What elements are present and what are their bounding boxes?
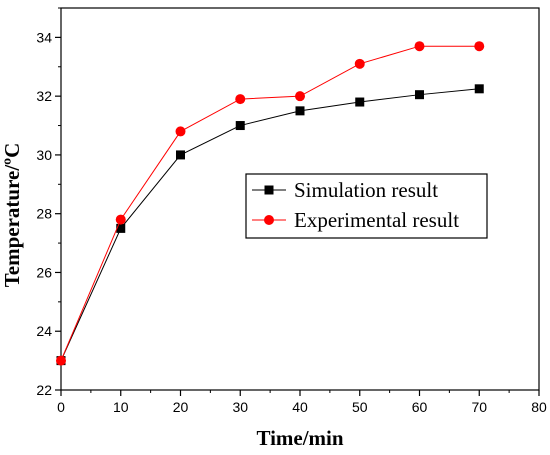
x-tick-label: 50 <box>352 399 368 415</box>
data-point <box>355 97 365 107</box>
data-point <box>175 126 186 137</box>
legend-marker <box>264 185 274 195</box>
legend-marker <box>264 215 274 225</box>
data-point <box>474 84 484 94</box>
data-point <box>295 106 305 116</box>
y-tick-label: 26 <box>36 264 52 280</box>
legend: Simulation result Experimental result <box>245 173 488 239</box>
x-tick-label: 30 <box>232 399 248 415</box>
data-point <box>414 41 425 52</box>
data-point <box>235 94 246 105</box>
data-point <box>115 214 126 225</box>
x-axis-title: Time/min <box>256 426 343 450</box>
legend-label: Experimental result <box>294 208 459 232</box>
y-tick-label: 28 <box>36 206 52 222</box>
data-point <box>295 91 305 102</box>
y-tick-label: 24 <box>36 323 52 339</box>
series-experimental <box>56 41 485 366</box>
legend-box <box>245 173 488 239</box>
y-tick-label: 22 <box>36 382 52 398</box>
series-line <box>60 88 480 361</box>
y-axis-title: Temperature/ºC <box>0 143 24 288</box>
x-tick-label: 40 <box>292 399 308 415</box>
data-point <box>474 41 485 52</box>
series-layer <box>56 41 485 366</box>
x-tick-label: 70 <box>471 399 487 415</box>
legend-entry: Experimental result <box>252 208 459 232</box>
x-tick-label: 60 <box>412 399 428 415</box>
data-point <box>176 150 185 160</box>
x-tick-label: 10 <box>113 399 129 415</box>
data-point <box>354 58 365 69</box>
y-tick-label: 32 <box>36 88 52 104</box>
legend-label: Simulation result <box>294 178 438 202</box>
axes: 0 10 20 30 40 50 60 70 80 22 24 26 28 30 32 34 <box>36 7 547 415</box>
x-tick-label: 20 <box>173 399 189 415</box>
data-point <box>56 355 66 366</box>
series-line <box>60 45 480 361</box>
data-point <box>116 223 126 233</box>
series-simulation <box>56 84 484 366</box>
legend-entry: Simulation result <box>252 178 438 202</box>
y-tick-label: 30 <box>36 147 52 163</box>
x-tick-label: 0 <box>57 399 65 415</box>
data-point <box>235 121 245 131</box>
y-tick-label: 34 <box>36 29 52 45</box>
data-point <box>415 90 424 100</box>
x-tick-label: 80 <box>531 399 547 415</box>
